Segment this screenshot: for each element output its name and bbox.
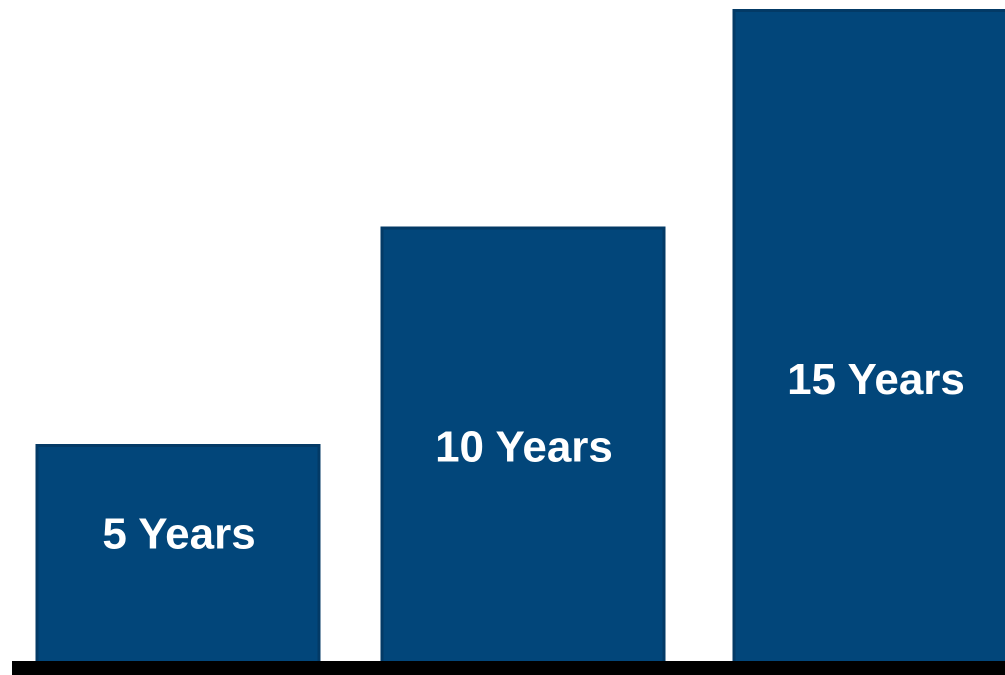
bar-label-3: 15 Years [787, 355, 965, 404]
bar-1 [35, 444, 321, 665]
bar-2 [380, 226, 666, 665]
bar-label-group: 5 Years 10 Years 15 Years [102, 355, 965, 558]
bar-label-1: 5 Years [102, 509, 255, 558]
x-axis-baseline [12, 661, 1005, 675]
bar-3 [732, 9, 1005, 665]
bar-group [35, 9, 1005, 665]
bar-label-2: 10 Years [435, 422, 613, 471]
